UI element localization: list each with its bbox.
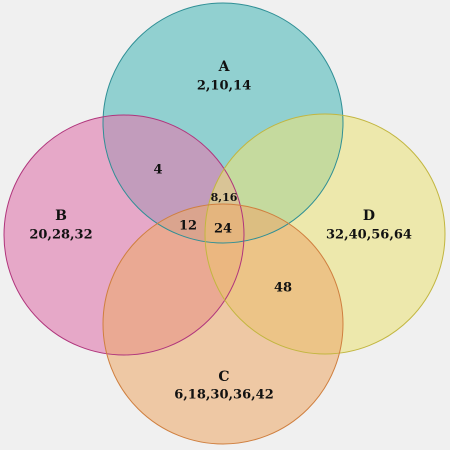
set-d-elements: 32,40,56,64 [326, 228, 412, 243]
set-b-elements: 20,28,32 [29, 228, 92, 243]
region-abcd-label: 24 [214, 222, 232, 237]
region-ab-label: 4 [153, 163, 162, 178]
set-d-name: D [363, 208, 375, 224]
set-a-name: A [218, 59, 231, 75]
region-bc-label: 12 [179, 219, 197, 234]
set-c-circle [103, 204, 343, 444]
set-c-outline [102, 203, 344, 445]
region-abd-label: 8,16 [211, 191, 238, 204]
set-b-outline [3, 114, 245, 356]
set-d-outline [204, 113, 446, 355]
region-cd-label: 48 [274, 281, 292, 296]
set-a-elements: 2,10,14 [197, 79, 251, 94]
set-c-elements: 6,18,30,36,42 [174, 388, 274, 403]
set-c-name: C [218, 369, 229, 385]
set-a-outline [102, 2, 344, 244]
set-b-name: B [55, 208, 67, 224]
